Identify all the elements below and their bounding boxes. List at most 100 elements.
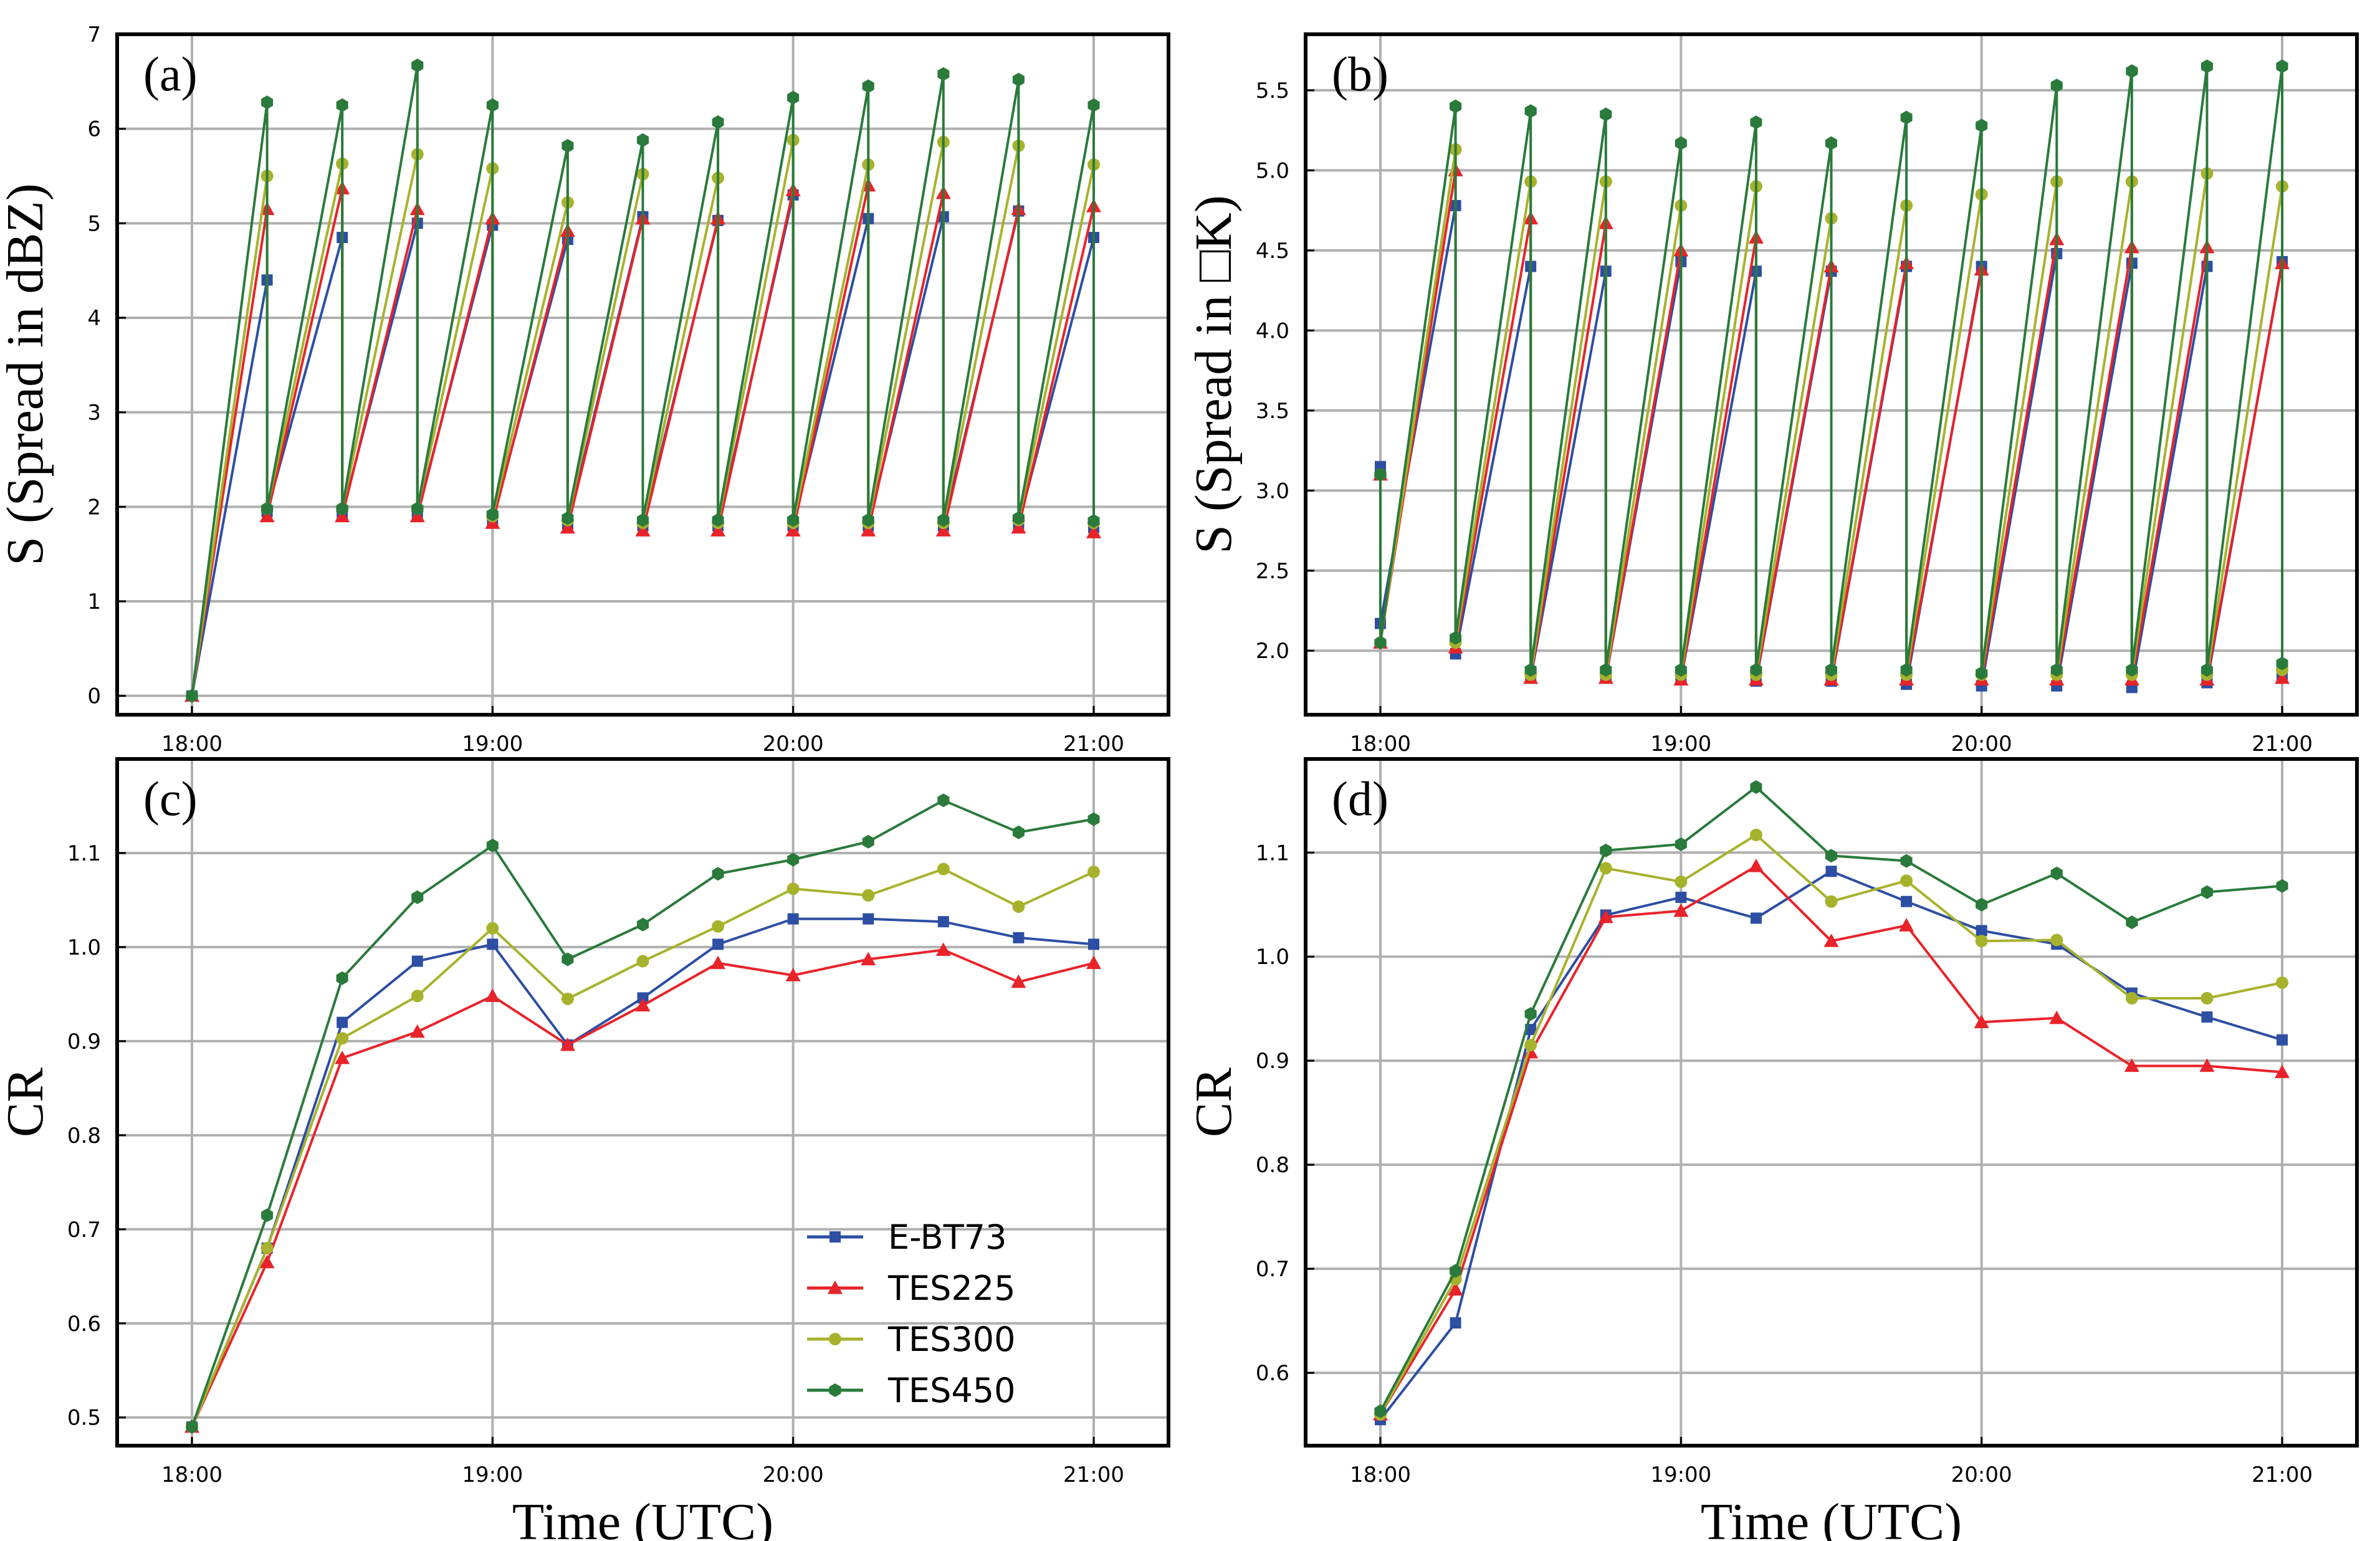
data-point-e-bt73 xyxy=(1976,925,1987,937)
data-point-tes450 xyxy=(1087,514,1100,528)
data-point-tes450 xyxy=(411,502,424,516)
data-point-tes450 xyxy=(1600,843,1612,857)
legend-marker-tes300 xyxy=(829,1333,841,1345)
plot-frame xyxy=(1304,757,2359,1448)
data-point-e-bt73 xyxy=(637,992,649,1004)
data-point-tes450 xyxy=(1087,98,1100,112)
panel-label: (c) xyxy=(143,771,198,826)
data-point-tes300 xyxy=(1524,1039,1537,1052)
data-point-tes300 xyxy=(786,882,800,895)
y-tick-label: 4.0 xyxy=(1256,318,1289,343)
data-point-tes300 xyxy=(1675,875,1688,889)
data-point-tes450 xyxy=(186,689,198,703)
data-point-tes450 xyxy=(486,838,499,852)
y-tick-label: 7 xyxy=(87,22,101,47)
data-point-tes225 xyxy=(1011,974,1026,988)
data-point-tes450 xyxy=(712,115,724,129)
data-point-e-bt73 xyxy=(2201,1011,2213,1023)
data-point-tes450 xyxy=(1976,666,1988,680)
data-point-tes450 xyxy=(562,139,574,153)
data-point-tes300 xyxy=(1749,828,1762,841)
data-point-tes450 xyxy=(2050,663,2063,677)
x-tick-label: 18:00 xyxy=(161,732,222,756)
data-point-tes450 xyxy=(937,793,950,808)
data-point-tes450 xyxy=(1450,99,1462,113)
y-tick-label: 5.5 xyxy=(1256,79,1289,103)
data-point-tes450 xyxy=(1600,663,1612,677)
x-axis-label: Time (UTC) xyxy=(1701,1493,1962,1541)
panel-a: 0 1 2 3 4 5 6 7 18:00 19:00 20:00 21:00 (a) S (Spread… xyxy=(0,22,1170,756)
data-point-tes300 xyxy=(2050,933,2063,947)
y-tick-label: 0.7 xyxy=(1256,1257,1289,1282)
y-tick-label: 0.8 xyxy=(1256,1153,1289,1178)
x-tick-label: 20:00 xyxy=(1951,1462,2012,1487)
data-point-e-bt73 xyxy=(411,955,423,967)
data-point-tes225 xyxy=(1748,858,1764,872)
data-point-tes225 xyxy=(1823,933,1839,947)
legend-entry-tes300: TES300 xyxy=(807,1320,1015,1359)
data-point-tes225 xyxy=(2199,1058,2215,1072)
plot-frame xyxy=(115,32,1170,717)
data-point-e-bt73 xyxy=(863,913,874,925)
data-point-tes450 xyxy=(261,502,274,516)
data-point-tes450 xyxy=(411,890,424,904)
data-point-tes225 xyxy=(861,523,876,537)
series-line-tes450 xyxy=(1379,65,2283,675)
data-point-tes450 xyxy=(1750,115,1762,130)
data-point-tes450 xyxy=(787,90,800,105)
data-point-tes450 xyxy=(862,834,874,849)
data-point-tes450 xyxy=(2201,885,2213,899)
data-point-tes225 xyxy=(335,1051,350,1064)
data-point-tes450 xyxy=(486,507,499,522)
y-tick-label: 1 xyxy=(87,589,101,614)
data-point-tes450 xyxy=(712,513,724,527)
panel-label: (b) xyxy=(1332,47,1388,101)
series-line-tes300 xyxy=(1379,833,2283,1415)
data-point-tes450 xyxy=(1900,663,1913,677)
data-point-tes225 xyxy=(1448,1282,1463,1296)
data-point-tes225 xyxy=(1011,520,1026,534)
data-point-tes450 xyxy=(1825,663,1837,677)
y-tick-label: 3 xyxy=(87,401,101,426)
legend-marker-group xyxy=(829,1231,841,1243)
data-point-tes450 xyxy=(1524,663,1537,677)
data-point-tes450 xyxy=(2201,59,2213,74)
y-tick-label: 3.0 xyxy=(1256,479,1289,503)
data-point-tes225 xyxy=(710,523,726,537)
legend-marker-e-bt73 xyxy=(829,1231,841,1243)
data-point-tes450 xyxy=(862,513,874,527)
data-point-tes300 xyxy=(862,889,875,902)
x-tick-label: 19:00 xyxy=(1650,732,1711,756)
data-point-tes225 xyxy=(710,955,726,970)
panel-b: 2.0 2.5 3.0 3.5 4.0 4.5 5.0 5.5 18:00 19:00 20:00 2… xyxy=(1185,32,2359,756)
data-point-tes450 xyxy=(1524,1007,1537,1021)
legend: E-BT73 TES225 TES300 TES450 xyxy=(807,1218,1015,1410)
data-point-tes450 xyxy=(1675,663,1687,677)
y-tick-label: 0.5 xyxy=(67,1406,101,1431)
series-line-e-bt73 xyxy=(1379,870,2283,1421)
data-point-tes300 xyxy=(561,992,574,1005)
data-point-e-bt73 xyxy=(337,1016,348,1028)
x-tick-label: 20:00 xyxy=(763,1462,824,1487)
data-point-tes450 xyxy=(562,511,574,525)
data-point-tes450 xyxy=(1750,663,1762,677)
data-point-tes450 xyxy=(1087,812,1100,826)
data-point-tes450 xyxy=(336,971,348,985)
legend-marker-group xyxy=(828,1281,843,1294)
legend-marker-tes450 xyxy=(829,1383,841,1397)
legend-entry-tes450: TES450 xyxy=(807,1371,1015,1410)
y-tick-label: 2.5 xyxy=(1256,559,1289,584)
data-point-tes225 xyxy=(635,523,651,537)
y-axis-label: S (Spread in dBZ) xyxy=(0,183,54,566)
data-point-tes450 xyxy=(1374,636,1387,650)
plot-frame xyxy=(1304,32,2359,717)
x-tick-label: 19:00 xyxy=(462,732,523,756)
data-point-e-bt73 xyxy=(487,938,499,950)
data-point-tes450 xyxy=(1524,104,1537,118)
data-point-tes450 xyxy=(336,502,348,516)
data-point-tes225 xyxy=(1598,909,1613,923)
y-tick-label: 4.5 xyxy=(1256,239,1289,264)
data-point-tes450 xyxy=(486,98,499,112)
data-point-tes450 xyxy=(2276,656,2288,670)
data-point-tes450 xyxy=(1900,110,1913,125)
